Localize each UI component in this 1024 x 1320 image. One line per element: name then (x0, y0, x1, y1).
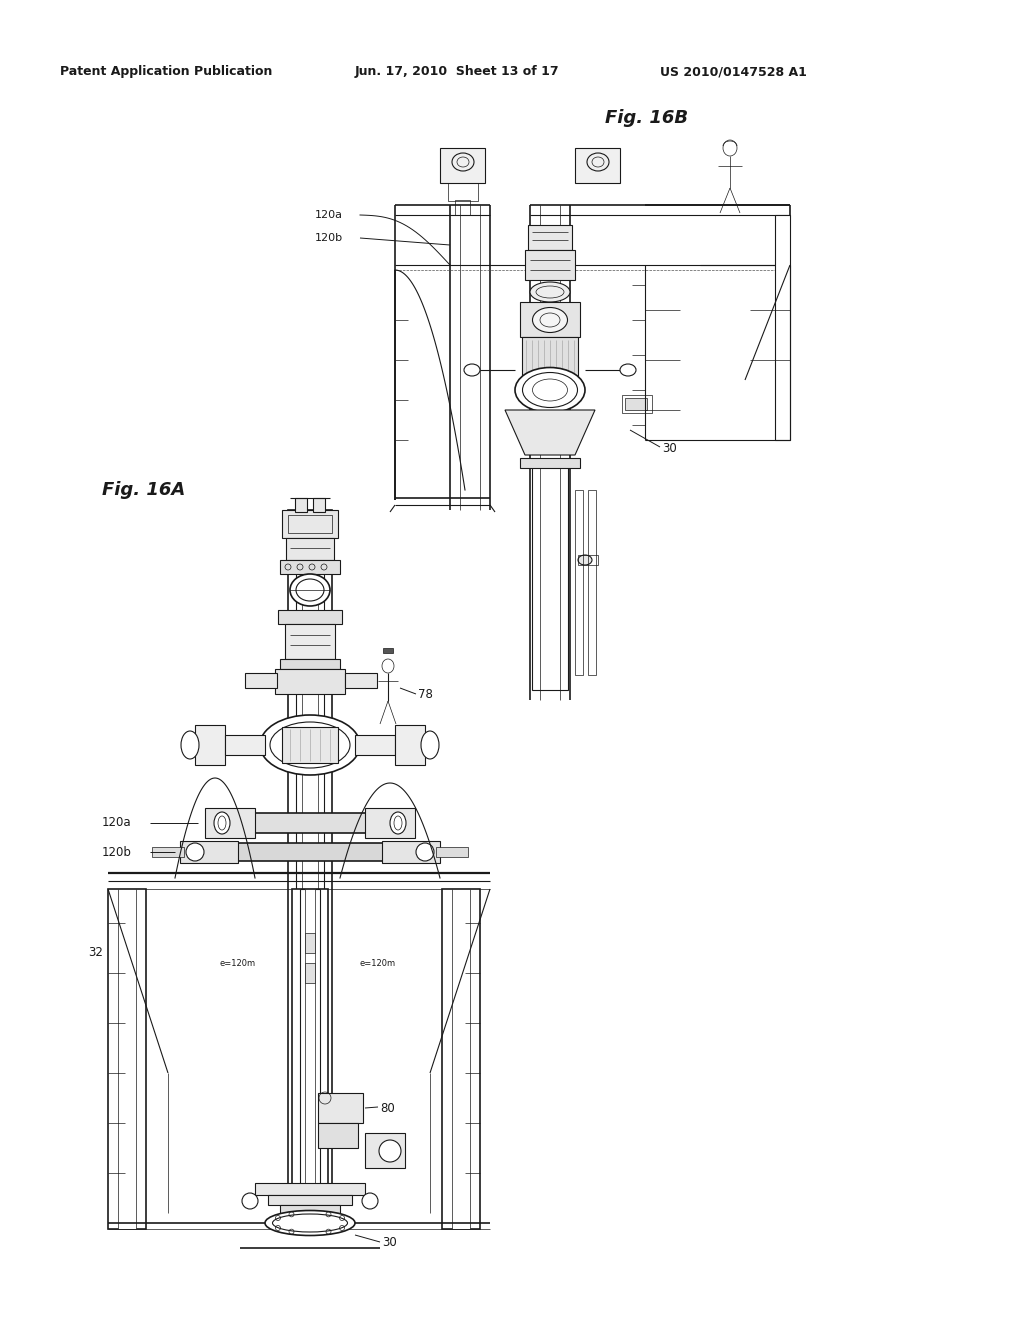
Bar (300, 888, 319, 1189)
Bar (288, 510, 332, 1191)
Bar (449, 183, 478, 201)
Text: e=120m: e=120m (360, 958, 396, 968)
Ellipse shape (382, 659, 394, 673)
Bar (528, 224, 572, 249)
Bar (282, 727, 338, 763)
Bar (285, 624, 335, 659)
Bar (318, 1123, 358, 1148)
Bar (302, 510, 318, 1191)
Ellipse shape (362, 1193, 378, 1209)
Ellipse shape (530, 282, 570, 302)
Ellipse shape (214, 812, 230, 834)
Bar (295, 498, 307, 512)
Text: 120a: 120a (315, 210, 343, 220)
Bar (275, 669, 345, 694)
Bar (520, 458, 580, 469)
Bar (383, 648, 393, 653)
Ellipse shape (515, 367, 585, 412)
Text: US 2010/0147528 A1: US 2010/0147528 A1 (660, 66, 807, 78)
Bar (588, 490, 596, 675)
Text: 120a: 120a (102, 817, 132, 829)
Bar (152, 847, 184, 857)
Bar (436, 847, 468, 857)
Ellipse shape (578, 554, 592, 565)
Ellipse shape (242, 1193, 258, 1209)
Bar (108, 888, 146, 1229)
Text: Jun. 17, 2010  Sheet 13 of 17: Jun. 17, 2010 Sheet 13 of 17 (355, 66, 560, 78)
Bar (532, 459, 568, 690)
Bar (578, 554, 598, 565)
Ellipse shape (416, 843, 434, 861)
Ellipse shape (390, 812, 406, 834)
Ellipse shape (532, 308, 567, 333)
Bar (255, 1183, 365, 1195)
Text: 78: 78 (418, 689, 433, 701)
Bar (234, 843, 385, 861)
Text: e=120m: e=120m (220, 958, 256, 968)
Bar (268, 1195, 352, 1205)
Bar (286, 539, 334, 560)
Text: 80: 80 (380, 1101, 394, 1114)
Bar (575, 490, 583, 675)
Ellipse shape (620, 364, 636, 376)
Bar (292, 888, 328, 1189)
Text: 120b: 120b (315, 234, 343, 243)
Text: 30: 30 (382, 1237, 396, 1250)
Bar (245, 673, 278, 688)
Bar (345, 673, 377, 688)
Bar (318, 1093, 362, 1123)
Bar (525, 249, 575, 280)
Bar (280, 659, 340, 669)
Text: 120b: 120b (102, 846, 132, 858)
Bar (278, 610, 342, 624)
Ellipse shape (265, 1210, 355, 1236)
Bar (442, 888, 480, 1229)
Bar (625, 399, 647, 411)
Text: Patent Application Publication: Patent Application Publication (60, 66, 272, 78)
Ellipse shape (464, 364, 480, 376)
Bar (195, 725, 225, 766)
Bar (355, 735, 395, 755)
Bar (288, 515, 332, 533)
Bar (305, 964, 315, 983)
Bar (305, 888, 315, 1189)
Bar (282, 510, 338, 539)
Bar (225, 735, 265, 755)
Bar (280, 560, 340, 574)
Ellipse shape (186, 843, 204, 861)
Bar (180, 841, 238, 863)
Bar (313, 498, 325, 512)
Bar (280, 1205, 340, 1217)
Ellipse shape (290, 574, 330, 606)
Bar (205, 808, 255, 838)
Ellipse shape (421, 731, 439, 759)
Bar (382, 841, 440, 863)
Text: 30: 30 (662, 441, 677, 454)
Ellipse shape (181, 731, 199, 759)
Polygon shape (505, 411, 595, 455)
Bar (296, 510, 324, 1191)
Bar (305, 933, 315, 953)
Bar (250, 813, 370, 833)
Bar (520, 302, 580, 337)
Text: 32: 32 (88, 946, 102, 960)
Text: Fig. 16A: Fig. 16A (102, 480, 185, 499)
Text: Fig. 16B: Fig. 16B (605, 110, 688, 127)
Bar (452, 888, 470, 1229)
Bar (622, 395, 652, 413)
Bar (395, 725, 425, 766)
Bar (440, 148, 485, 183)
Bar (575, 148, 620, 183)
Bar (455, 201, 470, 215)
Bar (118, 888, 136, 1229)
Bar (775, 215, 790, 440)
Ellipse shape (379, 1140, 401, 1162)
Bar (365, 808, 415, 838)
Ellipse shape (260, 715, 360, 775)
Bar (522, 337, 578, 381)
Bar (365, 1133, 406, 1168)
